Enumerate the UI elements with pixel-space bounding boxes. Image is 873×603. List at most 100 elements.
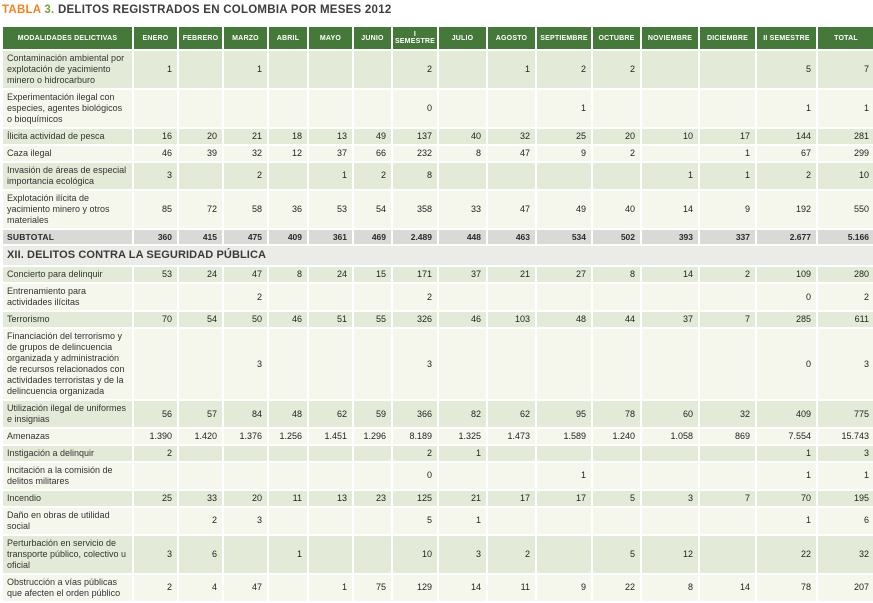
value-cell: 326: [391, 310, 439, 330]
column-header: TOTAL: [816, 25, 873, 51]
value-cell: 62: [307, 399, 354, 429]
value-cell: [352, 282, 393, 313]
value-cell: 0: [391, 87, 439, 129]
value-cell: [177, 282, 224, 313]
value-cell: 358: [391, 188, 439, 230]
table-row: Caza ilegal 46 39 32 12 37 66 232 8 47 9 2 1 67 299: [1, 143, 873, 163]
value-cell: 2: [755, 160, 818, 191]
value-cell: 2.677: [755, 227, 818, 246]
value-cell: 1: [307, 572, 354, 603]
row-label: Financiación del terrorismo y de grupos …: [1, 327, 134, 402]
value-cell: 2: [698, 265, 757, 285]
column-header: JULIO: [437, 25, 488, 51]
row-label: Caza ilegal: [1, 143, 134, 163]
value-cell: 15.743: [816, 426, 873, 446]
value-cell: 1: [755, 460, 818, 491]
column-header: AGOSTO: [486, 25, 537, 51]
value-cell: [132, 505, 179, 536]
value-cell: 46: [132, 143, 179, 163]
value-cell: 232: [391, 143, 439, 163]
value-cell: [486, 327, 537, 402]
value-cell: [535, 327, 593, 402]
value-cell: 8: [391, 160, 439, 191]
value-cell: 415: [177, 227, 224, 246]
value-cell: 37: [307, 143, 354, 163]
subtotal-row: SUBTOTAL 360 415 475 409 361 469 2.489 448 463 534…: [1, 227, 873, 246]
row-label: Perturbación en servicio de transporte p…: [1, 533, 134, 575]
table-row: Contaminación ambiental por explotación …: [1, 49, 873, 90]
value-cell: [352, 505, 393, 536]
section-header-label: XII. DELITOS CONTRA LA SEGURIDAD PÚBLICA: [1, 243, 873, 268]
value-cell: 24: [177, 265, 224, 285]
value-cell: 58: [222, 188, 269, 230]
value-cell: 50: [222, 310, 269, 330]
value-cell: 32: [698, 399, 757, 429]
title-tabla-label: TABLA: [2, 4, 41, 16]
value-cell: 60: [640, 399, 700, 429]
value-cell: 9: [698, 188, 757, 230]
table-row: Incendio 25 33 20 11 13 23 125 21 17 17 5 3 7 70 195: [1, 488, 873, 508]
value-cell: [591, 443, 642, 463]
value-cell: [307, 443, 354, 463]
value-cell: 62: [486, 399, 537, 429]
row-label: Daño en obras de utilidad social: [1, 505, 134, 536]
row-label: Utilización ilegal de uniformes e insign…: [1, 399, 134, 429]
value-cell: 53: [307, 188, 354, 230]
table-row: Daño en obras de utilidad social 2 3 5 1 1 6: [1, 505, 873, 536]
table-row: Utilización ilegal de uniformes e insign…: [1, 399, 873, 429]
value-cell: 7.554: [755, 426, 818, 446]
value-cell: 47: [222, 265, 269, 285]
value-cell: [177, 327, 224, 402]
value-cell: 78: [591, 399, 642, 429]
value-cell: 360: [132, 227, 179, 246]
table-row: Explotación ilícita de yacimiento minero…: [1, 188, 873, 230]
value-cell: 18: [267, 126, 309, 146]
value-cell: 3: [640, 488, 700, 508]
value-cell: 59: [352, 399, 393, 429]
table-row: Ílicita actividad de pesca 16 20 21 18 13 49 13…: [1, 126, 873, 146]
value-cell: [591, 282, 642, 313]
value-cell: 32: [222, 143, 269, 163]
value-cell: [591, 327, 642, 402]
value-cell: 2: [132, 443, 179, 463]
column-header: NOVIEMBRE: [640, 25, 700, 51]
value-cell: 8: [640, 572, 700, 603]
value-cell: 14: [640, 188, 700, 230]
value-cell: 13: [307, 488, 354, 508]
value-cell: [698, 87, 757, 129]
value-cell: 1: [132, 49, 179, 90]
value-cell: [535, 533, 593, 575]
value-cell: 33: [177, 488, 224, 508]
row-label: Explotación ilícita de yacimiento minero…: [1, 188, 134, 230]
value-cell: 7: [816, 49, 873, 90]
value-cell: [640, 505, 700, 536]
value-cell: [132, 460, 179, 491]
value-cell: 25: [132, 488, 179, 508]
value-cell: 14: [640, 265, 700, 285]
table-row: Incitación a la comisión de delitos mili…: [1, 460, 873, 491]
value-cell: 51: [307, 310, 354, 330]
value-cell: 125: [391, 488, 439, 508]
value-cell: 56: [132, 399, 179, 429]
value-cell: 469: [352, 227, 393, 246]
row-label: Obstrucción a vías públicas que afecten …: [1, 572, 134, 603]
value-cell: 44: [591, 310, 642, 330]
value-cell: [640, 460, 700, 491]
value-cell: [267, 572, 309, 603]
value-cell: [591, 460, 642, 491]
value-cell: [437, 282, 488, 313]
value-cell: [486, 282, 537, 313]
value-cell: [307, 49, 354, 90]
column-header: JUNIO: [352, 25, 393, 51]
value-cell: 25: [535, 126, 593, 146]
value-cell: 109: [755, 265, 818, 285]
value-cell: 1.240: [591, 426, 642, 446]
value-cell: 281: [816, 126, 873, 146]
value-cell: 285: [755, 310, 818, 330]
value-cell: 192: [755, 188, 818, 230]
value-cell: 3: [132, 533, 179, 575]
value-cell: [698, 460, 757, 491]
column-header: DICIEMBRE: [698, 25, 757, 51]
value-cell: 1: [816, 87, 873, 129]
